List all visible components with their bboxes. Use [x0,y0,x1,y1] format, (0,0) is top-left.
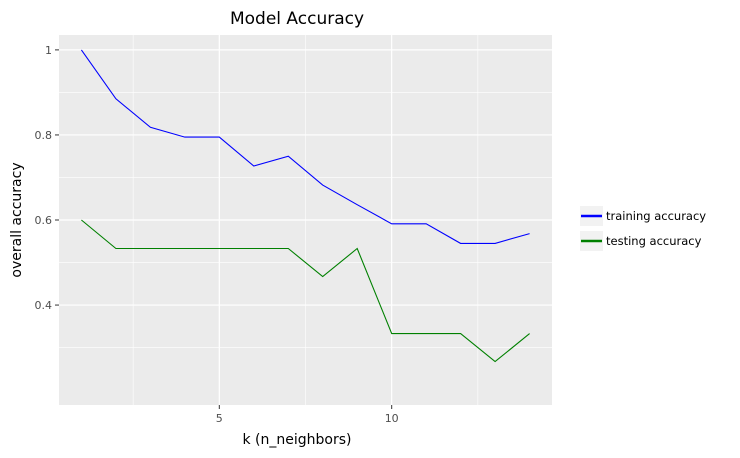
series-line [81,219,530,363]
y-tick-label: 1 [45,44,52,57]
y-tick-label: 0.4 [35,299,53,312]
x-tick-label: 10 [385,412,399,425]
y-tick-label: 0.6 [35,214,53,227]
grid-lines [59,35,552,405]
x-tick-label: 5 [216,412,223,425]
chart-title: Model Accuracy [230,9,364,29]
y-axis-title: overall accuracy [9,162,25,277]
series-lines [80,49,530,363]
legend: training accuracy testing accuracy [580,206,706,251]
legend-label: training accuracy [606,209,706,223]
tick-labels: 5 10 0.4 0.6 0.8 1 [35,44,399,425]
x-axis-title: k (n_neighbors) [243,432,352,448]
y-tick-label: 0.8 [35,129,53,142]
axis-ticks [55,49,393,409]
legend-label: testing accuracy [606,234,702,248]
series-line [80,49,530,244]
